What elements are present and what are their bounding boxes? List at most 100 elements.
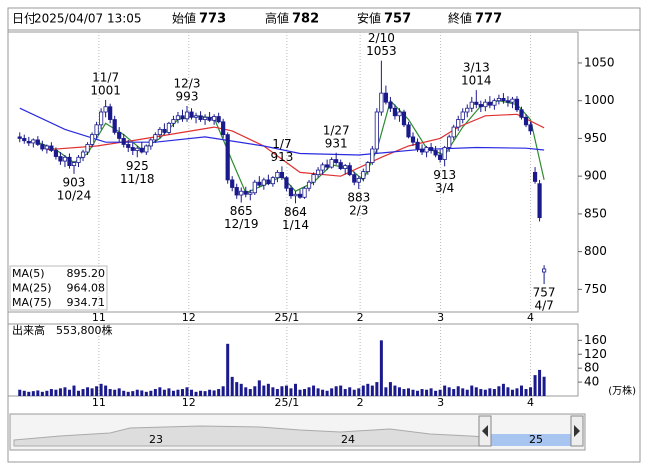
candle-body	[22, 138, 27, 142]
volume-bar	[95, 386, 99, 396]
candle-body	[456, 119, 461, 128]
candle-body	[419, 148, 425, 153]
volume-bar	[397, 387, 401, 396]
volume-bar	[388, 382, 392, 396]
volume-bar	[429, 388, 433, 396]
volume-bar	[456, 386, 460, 396]
candle-body	[306, 181, 312, 189]
candle-body	[406, 124, 411, 138]
volume-bar	[67, 389, 71, 396]
volume-bar	[325, 390, 329, 396]
volume-bar	[40, 391, 44, 396]
candle-body	[356, 178, 361, 183]
candle-body	[523, 116, 529, 126]
volume-bar	[248, 389, 252, 396]
annotation-value: 903	[63, 175, 86, 189]
candle-body	[514, 98, 520, 111]
price-panel	[7, 31, 579, 313]
candle-body	[80, 151, 86, 158]
volume-bar	[27, 391, 31, 396]
header-value: 777	[475, 12, 502, 27]
candle-body	[392, 107, 398, 117]
y-tick-label: 850	[584, 206, 607, 220]
annotation-value: 1001	[90, 83, 121, 97]
volume-bar	[461, 388, 465, 396]
candle-body	[225, 134, 230, 181]
header-value: 782	[292, 12, 319, 27]
volume-bar	[452, 389, 456, 396]
volume-bar	[113, 389, 117, 396]
candle-body	[216, 116, 221, 123]
candle-body	[184, 111, 190, 120]
candle-body	[121, 138, 126, 145]
header-value: 773	[199, 12, 226, 27]
navigator-label: 24	[341, 433, 355, 446]
volume-bar	[515, 388, 519, 396]
navigator-selection[interactable]	[491, 434, 571, 446]
candle-body	[329, 159, 334, 168]
y-tick-label: 1050	[584, 55, 615, 69]
volume-bar	[416, 390, 420, 396]
volume-bar	[176, 389, 180, 396]
candle-body	[17, 136, 22, 139]
volume-bar	[293, 383, 297, 396]
annotation-value: 865	[230, 204, 253, 218]
volume-bar	[307, 387, 311, 396]
volume-bar	[406, 388, 410, 396]
candle-body	[397, 111, 402, 117]
candle-body	[44, 145, 49, 150]
volume-bar	[117, 388, 121, 396]
volume-bar	[533, 375, 537, 396]
candle-body	[424, 147, 429, 153]
annotation-date: 1/27	[323, 123, 350, 137]
candle-body	[370, 148, 375, 163]
volume-bar	[348, 387, 352, 396]
y-tick-label: 1000	[584, 93, 615, 107]
x-tick-label: 4	[527, 396, 534, 409]
volume-bar	[420, 389, 424, 396]
volume-bar	[303, 389, 307, 396]
volume-bar	[230, 376, 234, 396]
volume-bar	[271, 387, 275, 396]
volume-bar	[488, 388, 492, 396]
candle-body	[541, 268, 547, 273]
candle-body	[537, 183, 542, 219]
volume-bar	[126, 391, 130, 396]
volume-bar	[339, 385, 343, 396]
candle-body	[189, 111, 194, 118]
candle-body	[279, 171, 285, 179]
legend-value: 895.20	[67, 267, 106, 280]
candle-body	[166, 122, 172, 133]
volume-bar	[257, 380, 261, 396]
candle-body	[483, 101, 488, 108]
candle-body	[257, 181, 262, 186]
y-tick-label: 160	[584, 333, 607, 347]
candle-body	[126, 144, 131, 148]
volume-bar	[343, 389, 347, 396]
annotation-date: 11/18	[120, 172, 155, 186]
volume-bar	[375, 382, 379, 396]
header-value: 757	[384, 12, 411, 27]
y-tick-label: 800	[584, 244, 607, 258]
volume-title: 出来高	[12, 323, 45, 337]
annotation-value: 913	[270, 150, 293, 164]
legend-label: MA(5)	[12, 267, 45, 280]
volume-bar	[226, 343, 230, 396]
volume-bar	[108, 389, 112, 396]
x-tick-label: 11	[92, 311, 106, 324]
candle-body	[198, 115, 203, 120]
volume-bar	[402, 389, 406, 396]
candle-body	[501, 98, 506, 102]
volume-bar	[54, 389, 58, 396]
header-label: 高値	[265, 11, 289, 26]
candle-body	[510, 98, 515, 103]
candle-body	[221, 121, 226, 136]
volume-bar	[506, 387, 510, 396]
annotation-value: 931	[325, 136, 348, 150]
y-tick-label: 40	[584, 375, 599, 389]
ma-legend-box	[9, 265, 108, 311]
candle-body	[162, 128, 167, 133]
annotation-date: 12/19	[224, 217, 259, 231]
volume-bar	[235, 382, 239, 396]
candle-body	[99, 111, 104, 126]
